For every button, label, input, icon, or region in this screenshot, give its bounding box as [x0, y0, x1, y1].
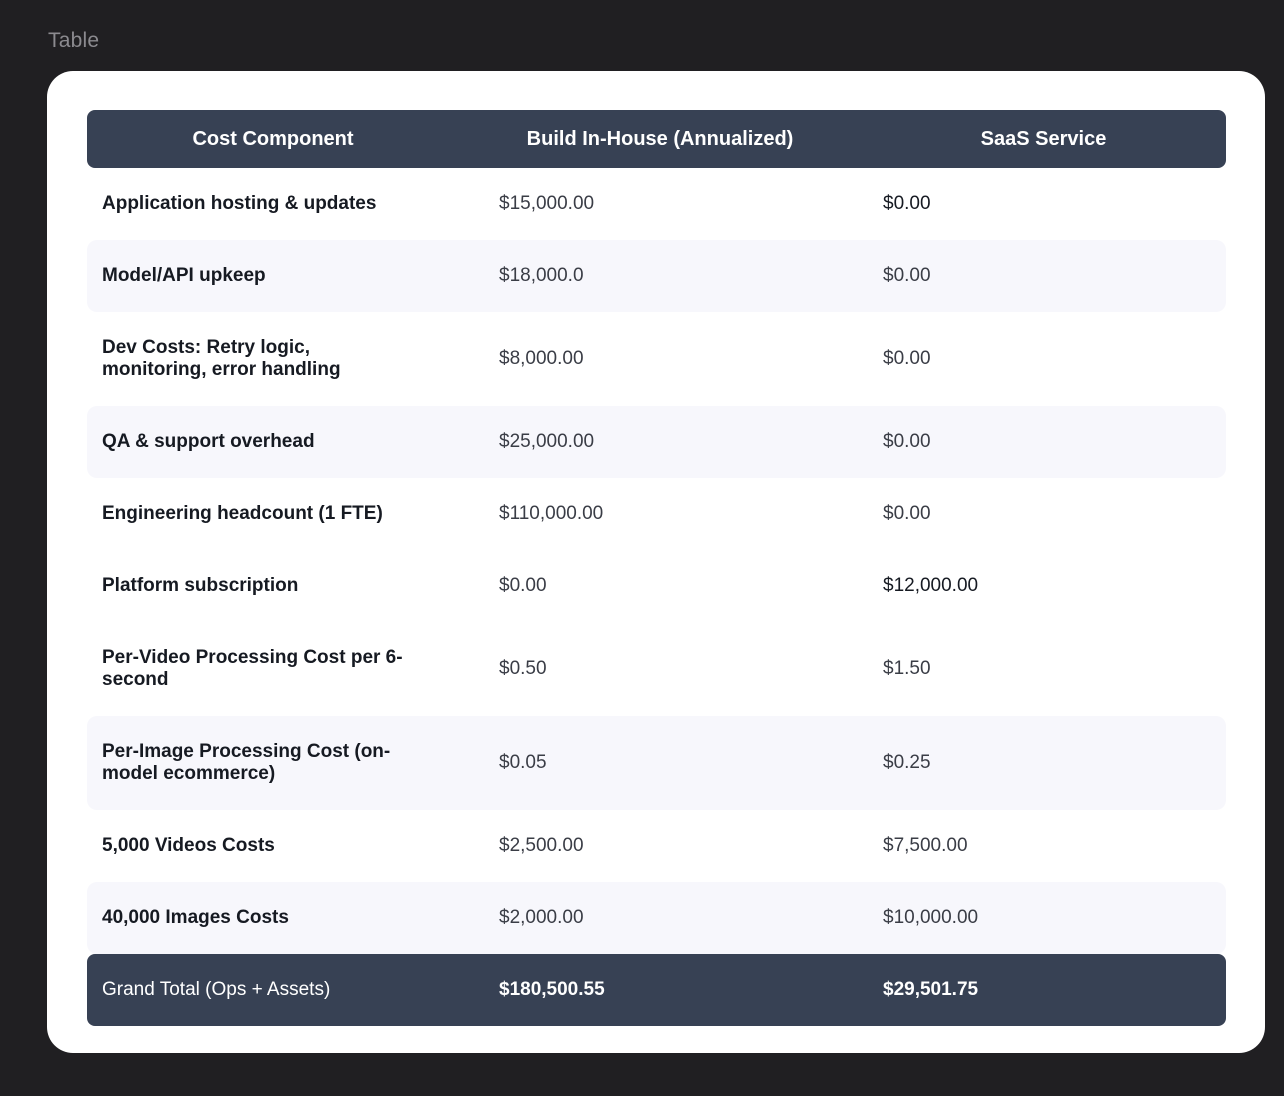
total-label: Grand Total (Ops + Assets) — [102, 979, 331, 1000]
table-row: Platform subscription $0.00 $12,000.00 — [87, 550, 1226, 622]
cell-component: 5,000 Videos Costs — [102, 835, 275, 856]
cell-build: $0.05 — [499, 752, 547, 773]
table-header-row: Cost Component Build In-House (Annualize… — [87, 110, 1226, 168]
cell-build: $18,000.0 — [499, 265, 584, 286]
cell-saas: $0.25 — [883, 752, 931, 773]
cell-component: Dev Costs: Retry logic, monitoring, erro… — [102, 337, 341, 380]
cell-saas: $0.00 — [883, 348, 931, 369]
cell-saas: $0.00 — [883, 265, 931, 286]
cell-saas: $0.00 — [883, 431, 931, 452]
table-row: Model/API upkeep $18,000.0 $0.00 — [87, 240, 1226, 312]
cell-component: Engineering headcount (1 FTE) — [102, 503, 383, 524]
cell-build: $2,500.00 — [499, 835, 584, 856]
frame-label: Table — [48, 29, 100, 52]
table-row: 40,000 Images Costs $2,000.00 $10,000.00 — [87, 882, 1226, 954]
grand-total-row: Grand Total (Ops + Assets) $180,500.55 $… — [87, 954, 1226, 1026]
total-build: $180,500.55 — [499, 979, 605, 1000]
cell-saas: $1.50 — [883, 658, 931, 679]
cell-component: Per-Image Processing Cost (on-model ecom… — [102, 741, 391, 784]
table-row: 5,000 Videos Costs $2,500.00 $7,500.00 — [87, 810, 1226, 882]
table-row: QA & support overhead $25,000.00 $0.00 — [87, 406, 1226, 478]
table-row: Application hosting & updates $15,000.00… — [87, 168, 1226, 240]
cost-comparison-table: Cost Component Build In-House (Annualize… — [87, 110, 1226, 1026]
table-row: Dev Costs: Retry logic, monitoring, erro… — [87, 312, 1226, 406]
cell-build: $8,000.00 — [499, 348, 584, 369]
cell-saas: $7,500.00 — [883, 835, 968, 856]
cell-component: Model/API upkeep — [102, 265, 266, 286]
table-card: Cost Component Build In-House (Annualize… — [47, 71, 1265, 1053]
cell-build: $0.00 — [499, 575, 547, 596]
table-row: Per-Image Processing Cost (on-model ecom… — [87, 716, 1226, 810]
cell-saas: $10,000.00 — [883, 907, 979, 928]
cell-saas: $12,000.00 — [883, 575, 979, 596]
cell-build: $2,000.00 — [499, 907, 584, 928]
cell-build: $25,000.00 — [499, 431, 595, 452]
table-row: Engineering headcount (1 FTE) $110,000.0… — [87, 478, 1226, 550]
cell-component: Per-Video Processing Cost per 6-second — [102, 647, 403, 690]
cell-saas: $0.00 — [883, 193, 931, 214]
table-row: Per-Video Processing Cost per 6-second $… — [87, 622, 1226, 716]
cell-build: $0.50 — [499, 658, 547, 679]
cell-component: QA & support overhead — [102, 431, 315, 452]
header-cost-component: Cost Component — [192, 127, 354, 150]
header-build-in-house: Build In-House (Annualized) — [526, 127, 794, 150]
cell-component: Application hosting & updates — [102, 193, 377, 214]
cell-component: 40,000 Images Costs — [102, 907, 289, 928]
header-saas-service: SaaS Service — [980, 127, 1107, 150]
cell-saas: $0.00 — [883, 503, 931, 524]
total-saas: $29,501.75 — [883, 979, 979, 1000]
cell-build: $110,000.00 — [499, 503, 604, 524]
cell-build: $15,000.00 — [499, 193, 595, 214]
cell-component: Platform subscription — [102, 575, 299, 596]
